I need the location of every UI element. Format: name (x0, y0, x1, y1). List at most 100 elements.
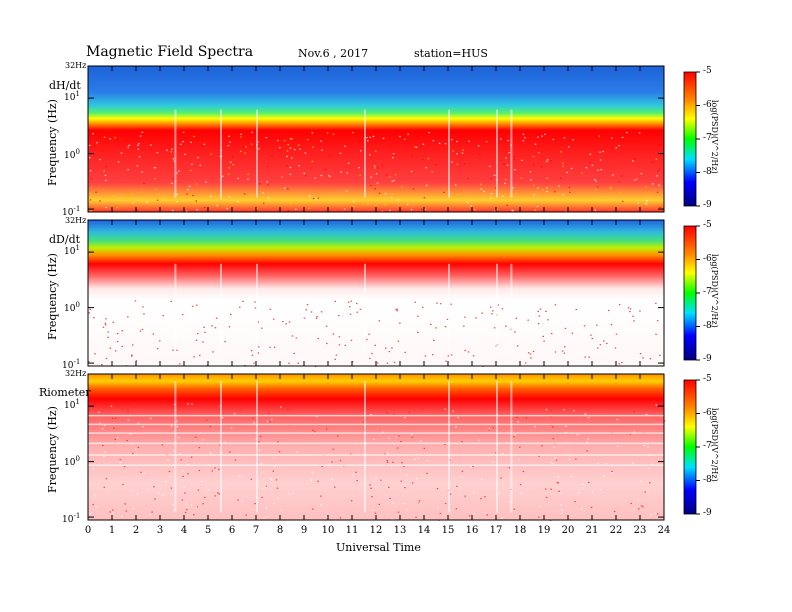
speckle (89, 157, 91, 159)
speckle (277, 498, 279, 500)
speckle (352, 361, 354, 363)
speckle (259, 436, 262, 438)
speckle (470, 205, 472, 207)
speckle (205, 181, 207, 183)
speckle (181, 314, 184, 316)
horizontal-line (88, 423, 664, 426)
speckle (242, 300, 244, 302)
speckle (121, 408, 124, 410)
speckle (329, 155, 331, 157)
speckle (451, 161, 453, 163)
speckle (359, 174, 361, 176)
speckle (228, 326, 231, 328)
speckle (152, 333, 155, 335)
speckle (283, 140, 286, 142)
speckle (559, 492, 562, 494)
speckle (317, 197, 319, 199)
speckle (143, 313, 145, 315)
streak (510, 263, 513, 352)
speckle (375, 477, 377, 479)
speckle (250, 478, 253, 480)
speckle (534, 426, 537, 428)
speckle (202, 503, 204, 505)
speckle (411, 436, 414, 438)
speckle (480, 188, 483, 190)
speckle (656, 175, 658, 177)
x-tick-label: 24 (657, 525, 671, 536)
speckle (539, 308, 542, 310)
x-tick-label: 15 (441, 525, 455, 536)
speckle (524, 362, 527, 364)
speckle (602, 150, 604, 153)
speckle (569, 191, 571, 193)
speckle (616, 445, 619, 447)
speckle (132, 489, 134, 491)
speckle (312, 508, 314, 510)
speckle (109, 347, 112, 349)
speckle (267, 197, 270, 199)
speckle (521, 159, 523, 161)
speckle (410, 209, 413, 211)
speckle (630, 502, 632, 504)
speckle (581, 172, 583, 174)
speckle (632, 160, 634, 162)
speckle (237, 499, 239, 501)
speckle (277, 441, 279, 443)
speckle (95, 191, 97, 193)
speckle (386, 452, 389, 454)
speckle (546, 190, 548, 192)
speckle (493, 174, 496, 176)
speckle (660, 134, 663, 136)
speckle (598, 135, 600, 137)
x-tick-label: 4 (180, 525, 188, 536)
streak (174, 109, 177, 198)
speckle (597, 463, 599, 465)
speckle (399, 469, 401, 471)
speckle (131, 355, 133, 357)
speckle (146, 201, 148, 204)
speckle (508, 152, 510, 154)
speckle (117, 161, 120, 163)
speckle (386, 362, 389, 364)
speckle (180, 143, 182, 145)
speckle (485, 141, 488, 143)
speckle (146, 489, 149, 491)
speckle (347, 162, 350, 164)
speckle (369, 484, 371, 486)
spectrogram-panel-dH/dt (87, 65, 665, 214)
speckle (150, 148, 153, 150)
speckle (261, 327, 263, 329)
speckle (612, 174, 614, 176)
speckle (574, 501, 576, 503)
speckle (126, 139, 129, 142)
speckle (195, 183, 198, 185)
speckle (332, 448, 335, 450)
speckle (92, 133, 94, 135)
speckle (127, 169, 129, 171)
speckle (501, 453, 504, 455)
speckle (490, 197, 492, 199)
speckle (450, 458, 452, 460)
speckle (518, 459, 520, 461)
speckle (104, 174, 107, 176)
speckle (560, 151, 562, 153)
speckle (273, 346, 276, 348)
speckle (170, 425, 173, 427)
speckle (444, 408, 446, 410)
speckle (186, 509, 188, 511)
speckle (103, 424, 106, 426)
colorbar-tick-label: -8 (703, 474, 712, 485)
speckle (120, 152, 123, 154)
y-tick-10-minus1: 10-1 (62, 205, 81, 218)
speckle (149, 142, 152, 144)
speckle (640, 505, 643, 507)
speckle (561, 509, 563, 511)
speckle (637, 202, 639, 204)
speckle (196, 506, 198, 508)
speckle (286, 155, 288, 158)
speckle (210, 153, 212, 155)
speckle (173, 450, 176, 452)
speckle (170, 151, 173, 153)
speckle (107, 336, 109, 338)
speckle (267, 184, 269, 186)
